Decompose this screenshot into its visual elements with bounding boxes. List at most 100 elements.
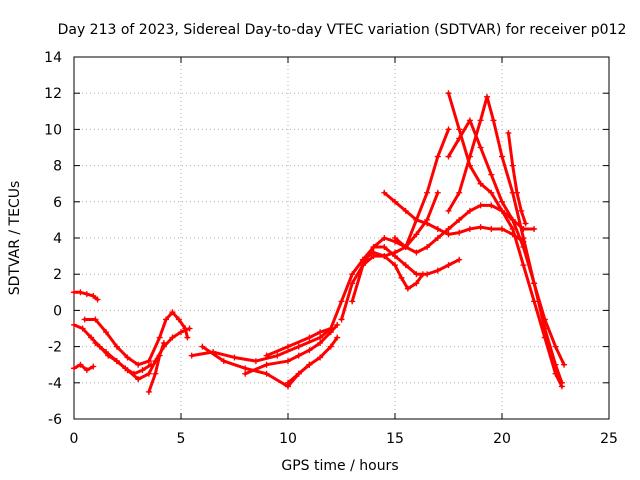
data-point <box>466 225 473 232</box>
series-18 <box>445 90 565 390</box>
y-tick-label: 12 <box>44 86 62 102</box>
data-point <box>445 207 452 214</box>
series-trace <box>190 327 333 363</box>
data-point <box>263 361 270 368</box>
y-tick-label: 2 <box>53 267 62 283</box>
series-3 <box>71 361 97 374</box>
data-point <box>466 207 473 214</box>
data-point <box>334 321 341 328</box>
series-trace <box>447 118 566 367</box>
data-point <box>413 231 420 238</box>
data-point <box>434 189 441 196</box>
data-series <box>71 90 568 395</box>
data-point <box>445 262 452 269</box>
data-point <box>499 225 505 232</box>
data-point <box>169 334 176 341</box>
data-point <box>531 298 538 305</box>
data-point <box>445 231 452 238</box>
data-point <box>327 325 334 332</box>
data-point <box>175 316 182 323</box>
data-point <box>392 262 398 269</box>
x-tick-label: 20 <box>493 431 511 447</box>
y-axis-label: SDTVAR / TECUs <box>7 181 23 296</box>
data-point <box>520 262 527 269</box>
data-point <box>77 289 84 296</box>
data-point <box>349 271 356 278</box>
data-point <box>466 153 473 160</box>
data-point <box>156 334 163 341</box>
x-tick-label: 0 <box>70 431 79 447</box>
data-point <box>92 339 99 346</box>
data-point <box>160 339 167 346</box>
data-point <box>488 225 495 232</box>
data-point <box>71 321 77 328</box>
data-point <box>178 329 184 336</box>
data-point <box>285 358 291 365</box>
data-point <box>522 220 529 227</box>
series-trace <box>286 336 339 385</box>
y-tick-label: -4 <box>48 376 62 392</box>
data-point <box>94 296 101 303</box>
data-point <box>484 93 491 100</box>
data-point <box>456 256 463 263</box>
x-tick-label: 25 <box>600 431 618 447</box>
data-point <box>561 361 568 368</box>
data-point <box>456 216 463 223</box>
data-point <box>77 361 84 368</box>
series-11 <box>285 334 341 386</box>
data-point <box>392 235 398 241</box>
series-21 <box>505 130 529 227</box>
data-point <box>349 280 356 287</box>
data-point <box>92 316 99 323</box>
data-point <box>509 216 516 223</box>
series-trace <box>447 91 564 388</box>
series-6 <box>145 339 167 395</box>
data-point <box>79 325 86 332</box>
data-point <box>531 225 538 232</box>
data-point <box>306 347 313 354</box>
series-trace <box>243 323 339 376</box>
data-point <box>274 352 281 359</box>
data-point <box>488 202 495 209</box>
data-point <box>83 367 90 374</box>
data-point <box>295 370 302 377</box>
data-point <box>327 343 334 350</box>
data-point <box>445 126 452 133</box>
data-point <box>477 224 484 231</box>
series-15 <box>359 249 426 292</box>
data-point <box>242 370 249 377</box>
data-point <box>156 352 163 359</box>
data-point <box>145 358 152 365</box>
data-point <box>163 316 170 323</box>
data-point <box>113 358 120 365</box>
data-point <box>424 220 431 227</box>
data-point <box>317 329 324 336</box>
y-tick-label: -2 <box>48 340 62 356</box>
series-trace <box>72 323 153 376</box>
series-2 <box>71 289 101 303</box>
data-point <box>413 216 420 223</box>
data-point <box>505 130 512 137</box>
data-point <box>558 379 565 386</box>
data-point <box>413 280 420 287</box>
data-point <box>434 225 441 232</box>
data-point <box>317 339 324 346</box>
data-point <box>188 352 195 359</box>
data-point <box>552 343 559 350</box>
data-point <box>220 358 227 365</box>
data-point <box>398 274 405 281</box>
data-point <box>124 367 131 374</box>
data-point <box>139 367 146 374</box>
x-tick-label: 15 <box>386 431 404 447</box>
data-point <box>488 171 495 178</box>
series-8 <box>199 343 313 390</box>
data-point <box>242 365 249 372</box>
data-point <box>456 229 463 236</box>
data-point <box>71 365 77 372</box>
y-tick-label: 6 <box>53 195 62 211</box>
data-point <box>90 292 97 299</box>
data-point <box>295 352 302 359</box>
data-point <box>285 379 291 386</box>
series-4 <box>81 309 191 368</box>
data-point <box>295 343 302 350</box>
